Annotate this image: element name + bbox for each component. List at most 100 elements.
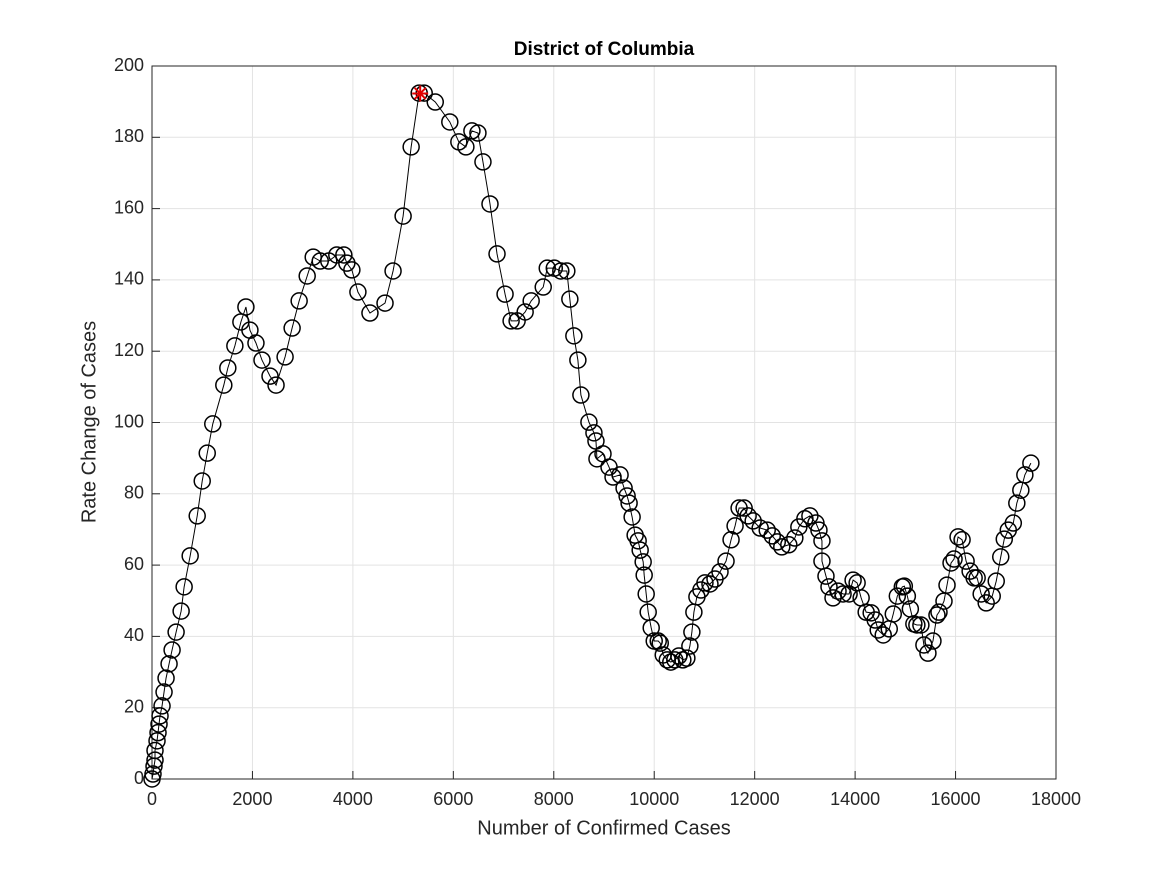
y-tick-label: 20	[124, 696, 144, 716]
data-point	[977, 594, 995, 612]
data-point	[773, 538, 791, 556]
data-point	[283, 319, 301, 337]
data-point	[670, 647, 688, 665]
data-point	[343, 261, 361, 279]
data-point	[335, 246, 353, 264]
data-point	[167, 623, 185, 641]
data-point	[1004, 514, 1023, 532]
data-point	[786, 529, 804, 547]
data-point	[637, 585, 655, 603]
data-point	[585, 424, 603, 442]
data-point	[204, 415, 222, 433]
data-point	[588, 450, 606, 468]
data-point	[172, 602, 190, 620]
axes-box	[151, 65, 1057, 780]
data-point	[651, 634, 669, 652]
data-point	[538, 259, 556, 277]
data-point	[987, 572, 1005, 590]
x-tick-label: 6000	[433, 789, 473, 809]
data-point	[146, 751, 164, 769]
data-point	[474, 153, 492, 171]
y-tick-label: 120	[114, 340, 144, 360]
data-point	[604, 468, 622, 486]
data-point	[928, 606, 946, 624]
data-point	[844, 571, 862, 589]
data-point	[945, 550, 963, 568]
data-point	[572, 386, 590, 404]
data-point	[949, 528, 967, 546]
data-point	[150, 715, 168, 733]
data-point	[502, 312, 520, 330]
data-point	[481, 195, 499, 213]
data-point	[163, 641, 181, 659]
data-point	[683, 623, 701, 641]
data-point	[744, 512, 762, 530]
data-point	[181, 547, 199, 565]
data-point	[237, 298, 255, 316]
data-point	[717, 552, 735, 570]
data-point	[751, 519, 769, 537]
data-point	[565, 327, 583, 345]
data-point	[561, 290, 579, 308]
data-point	[580, 413, 598, 431]
y-tick-label: 80	[124, 483, 144, 503]
y-tick-label: 160	[114, 197, 144, 217]
x-axis-label: Number of Confirmed Cases	[477, 817, 730, 839]
chart-title: District of Columbia	[514, 39, 695, 60]
data-point	[188, 507, 206, 525]
data-point	[496, 285, 514, 303]
x-tick-label: 10000	[629, 789, 679, 809]
data-point	[820, 578, 838, 596]
data-point	[534, 278, 552, 296]
data-point	[620, 494, 638, 512]
data-point	[726, 517, 744, 535]
data-point	[290, 292, 308, 310]
data-point	[552, 262, 570, 280]
data-point	[915, 636, 933, 654]
data-point	[384, 262, 402, 280]
data-point	[148, 732, 166, 750]
data-point	[153, 697, 171, 715]
data-point	[866, 611, 884, 629]
data-point	[376, 294, 394, 312]
data-point	[198, 444, 216, 462]
data-point	[349, 283, 367, 301]
data-point	[426, 93, 445, 111]
x-tick-label: 2000	[232, 789, 272, 809]
data-point	[884, 605, 903, 623]
data-point	[992, 548, 1010, 566]
data-point	[261, 367, 279, 385]
data-point	[817, 567, 835, 585]
data-point	[711, 563, 729, 581]
data-point	[247, 334, 265, 352]
data-point	[722, 531, 740, 549]
x-tick-label: 12000	[730, 789, 780, 809]
x-tick-label: 8000	[534, 789, 574, 809]
data-point	[968, 569, 986, 587]
y-tick-label: 40	[124, 625, 144, 645]
data-point	[957, 552, 975, 570]
data-point	[912, 616, 930, 634]
data-point	[157, 669, 175, 687]
data-point	[267, 376, 285, 394]
data-point	[995, 530, 1014, 548]
data-point	[226, 337, 244, 355]
data-point	[666, 651, 684, 669]
data-point	[457, 138, 475, 156]
y-tick-label: 140	[114, 269, 144, 289]
data-point	[758, 521, 776, 539]
data-point	[144, 765, 162, 783]
data-point	[618, 487, 636, 505]
highlight-stroke	[413, 87, 427, 100]
data-point	[681, 637, 699, 655]
data-point	[1008, 494, 1026, 512]
data-point	[253, 351, 271, 369]
data-point	[629, 532, 647, 550]
data-point	[908, 616, 926, 634]
data-point	[1022, 454, 1040, 472]
data-point	[149, 723, 167, 742]
data-point	[678, 649, 696, 667]
data-point	[874, 626, 892, 644]
data-point	[634, 553, 652, 571]
